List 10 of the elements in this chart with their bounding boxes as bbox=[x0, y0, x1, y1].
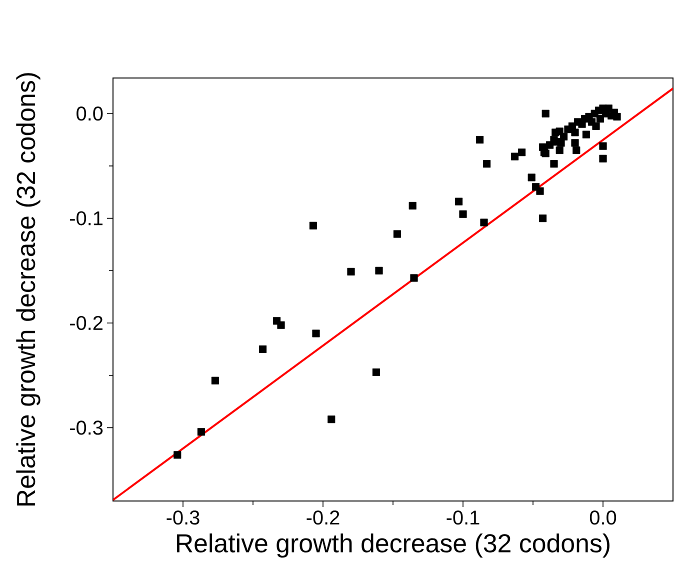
x-tick-label: 0.0 bbox=[590, 510, 616, 525]
y-tick-label: 0.0 bbox=[76, 106, 103, 121]
y-tick-label: -0.2 bbox=[70, 316, 102, 330]
y-axis-title: Relative growth decrease (32 codons) bbox=[16, 73, 40, 506]
x-axis-title: Relative growth decrease (32 codons) bbox=[176, 533, 610, 558]
x-tick-label: -0.2 bbox=[306, 510, 340, 525]
x-tick-label: -0.1 bbox=[446, 510, 480, 525]
y-tick-label: -0.1 bbox=[70, 211, 103, 226]
x-tick-label: -0.3 bbox=[166, 510, 200, 525]
y-tick-label: -0.3 bbox=[70, 420, 103, 435]
